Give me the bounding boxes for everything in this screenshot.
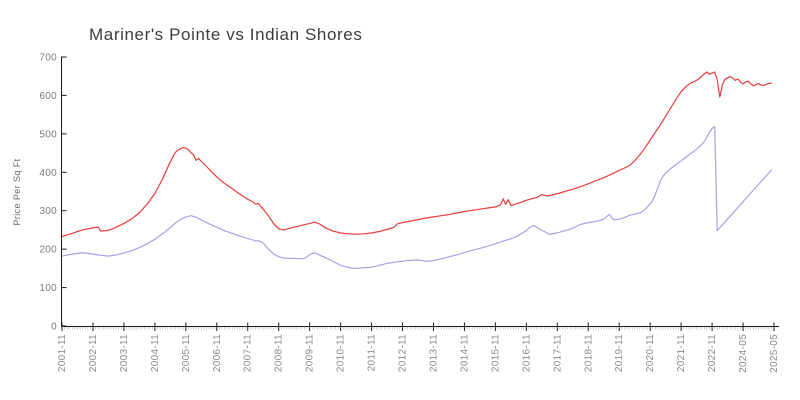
- y-tick-label: 0: [51, 322, 57, 333]
- x-tick-label: 2013-11: [428, 334, 439, 372]
- x-tick-label: 2014-11: [459, 334, 470, 372]
- x-tick-label: 2003-11: [119, 334, 130, 372]
- chart-title: Mariner's Pointe vs Indian Shores: [89, 25, 363, 44]
- x-tick-label: 2018-11: [583, 334, 594, 372]
- x-tick-label: 2021-11: [676, 334, 687, 372]
- x-tick-label: 2015-11: [490, 334, 501, 372]
- x-tick-label: 2024-05: [738, 334, 749, 373]
- series-blue-line: [61, 125, 773, 269]
- x-tick-label: 2016-11: [521, 334, 532, 372]
- x-tick-label: 2017-11: [552, 334, 563, 372]
- y-axis-major-ticks: [61, 56, 67, 327]
- x-tick-label: 2019-11: [614, 334, 625, 372]
- x-axis-tick-labels: 2001-11 2002-11 2003-11 2004-11 2005-11 2006-…: [57, 334, 780, 373]
- x-tick-label: 2020-11: [645, 334, 656, 372]
- x-tick-label: 2004-11: [150, 334, 161, 372]
- x-tick-label: 2001-11: [57, 334, 68, 372]
- x-tick-label: 2009-11: [305, 334, 316, 372]
- y-axis-label: Price Per Sq Ft: [12, 158, 22, 225]
- x-axis-minor-ticks: [61, 327, 775, 330]
- y-tick-label: 500: [39, 129, 57, 140]
- x-tick-label: 2002-11: [88, 334, 99, 372]
- y-axis-tick-labels: 0 100 200 300 400 500 600 700: [39, 53, 57, 333]
- y-tick-label: 100: [39, 283, 57, 294]
- x-tick-label: 2022-11: [707, 334, 718, 372]
- x-tick-label: 2012-11: [398, 334, 409, 372]
- y-tick-label: 300: [39, 206, 57, 217]
- x-tick-label: 2010-11: [336, 334, 347, 372]
- x-tick-label: 2025-05: [769, 334, 780, 373]
- series-lines: [61, 71, 773, 269]
- x-tick-label: 2006-11: [212, 334, 223, 372]
- y-tick-label: 200: [39, 245, 57, 256]
- x-tick-label: 2007-11: [243, 334, 254, 372]
- y-tick-label: 700: [39, 53, 57, 64]
- y-tick-label: 400: [39, 168, 57, 179]
- series-red-line: [61, 71, 773, 238]
- x-tick-label: 2008-11: [274, 334, 285, 372]
- y-tick-label: 600: [39, 91, 57, 102]
- x-tick-label: 2011-11: [367, 334, 378, 371]
- x-tick-label: 2005-11: [181, 334, 192, 372]
